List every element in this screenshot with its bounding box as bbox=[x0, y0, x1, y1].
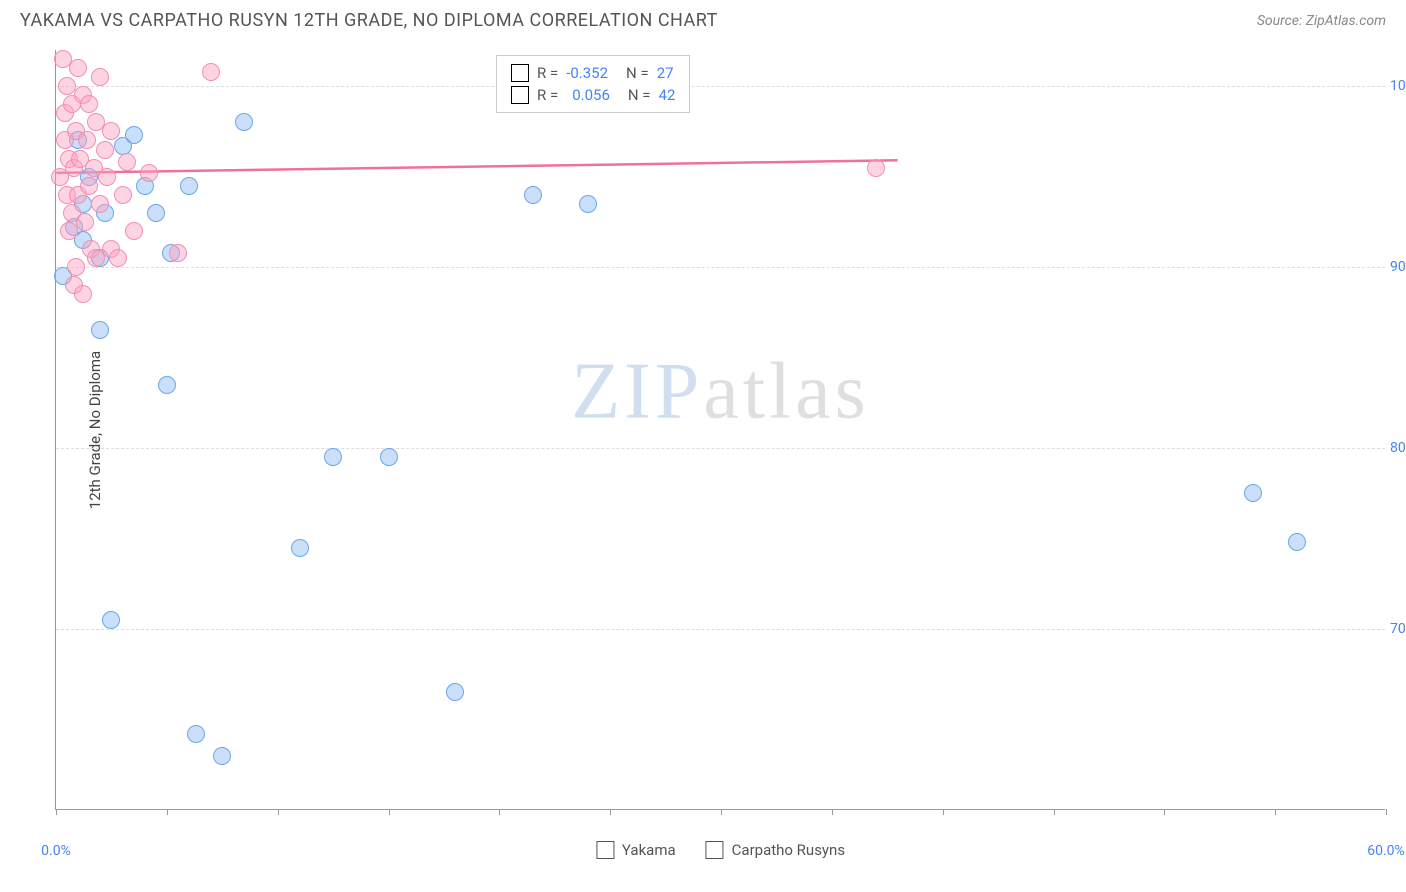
data-point bbox=[202, 63, 220, 81]
data-point bbox=[91, 195, 109, 213]
data-point bbox=[140, 164, 158, 182]
chart-title: YAKAMA VS CARPATHO RUSYN 12TH GRADE, NO … bbox=[20, 10, 718, 31]
data-point bbox=[579, 195, 597, 213]
data-point bbox=[98, 168, 116, 186]
data-point bbox=[291, 539, 309, 557]
legend-item-carpatho: Carpatho Rusyns bbox=[706, 841, 845, 859]
data-point bbox=[867, 159, 885, 177]
data-point bbox=[76, 213, 94, 231]
data-point bbox=[213, 747, 231, 765]
data-point bbox=[102, 611, 120, 629]
legend-item-yakama: Yakama bbox=[596, 841, 676, 859]
data-point bbox=[187, 725, 205, 743]
data-point bbox=[235, 113, 253, 131]
source-label: Source: ZipAtlas.com bbox=[1257, 13, 1386, 29]
swatch-carpatho bbox=[511, 86, 529, 104]
y-axis-label: 12th Grade, No Diploma bbox=[86, 350, 104, 508]
swatch-yakama bbox=[511, 64, 529, 82]
correlation-legend: R = -0.352 N = 27 R = 0.056 N = 42 bbox=[496, 55, 690, 113]
swatch-yakama bbox=[596, 841, 614, 859]
data-point bbox=[91, 321, 109, 339]
trend-lines bbox=[56, 50, 1385, 809]
data-point bbox=[125, 126, 143, 144]
data-point bbox=[96, 141, 114, 159]
data-point bbox=[102, 122, 120, 140]
data-point bbox=[169, 244, 187, 262]
data-point bbox=[446, 683, 464, 701]
data-point bbox=[80, 95, 98, 113]
bottom-legend: Yakama Carpatho Rusyns bbox=[596, 841, 845, 859]
chart-area: 12th Grade, No Diploma 70.0%80.0%90.0%10… bbox=[55, 50, 1385, 810]
data-point bbox=[180, 177, 198, 195]
watermark: ZIPatlas bbox=[571, 346, 870, 437]
header: YAKAMA VS CARPATHO RUSYN 12TH GRADE, NO … bbox=[0, 0, 1406, 36]
data-point bbox=[69, 59, 87, 77]
data-point bbox=[91, 68, 109, 86]
data-point bbox=[74, 285, 92, 303]
data-point bbox=[67, 258, 85, 276]
data-point bbox=[1244, 484, 1262, 502]
legend-row-carpatho: R = 0.056 N = 42 bbox=[511, 84, 675, 106]
data-point bbox=[524, 186, 542, 204]
data-point bbox=[158, 376, 176, 394]
data-point bbox=[380, 448, 398, 466]
data-point bbox=[114, 186, 132, 204]
data-point bbox=[1288, 533, 1306, 551]
data-point bbox=[324, 448, 342, 466]
data-point bbox=[109, 249, 127, 267]
legend-row-yakama: R = -0.352 N = 27 bbox=[511, 62, 675, 84]
data-point bbox=[80, 177, 98, 195]
data-point bbox=[147, 204, 165, 222]
data-point bbox=[118, 153, 136, 171]
data-point bbox=[78, 131, 96, 149]
swatch-carpatho bbox=[706, 841, 724, 859]
data-point bbox=[125, 222, 143, 240]
